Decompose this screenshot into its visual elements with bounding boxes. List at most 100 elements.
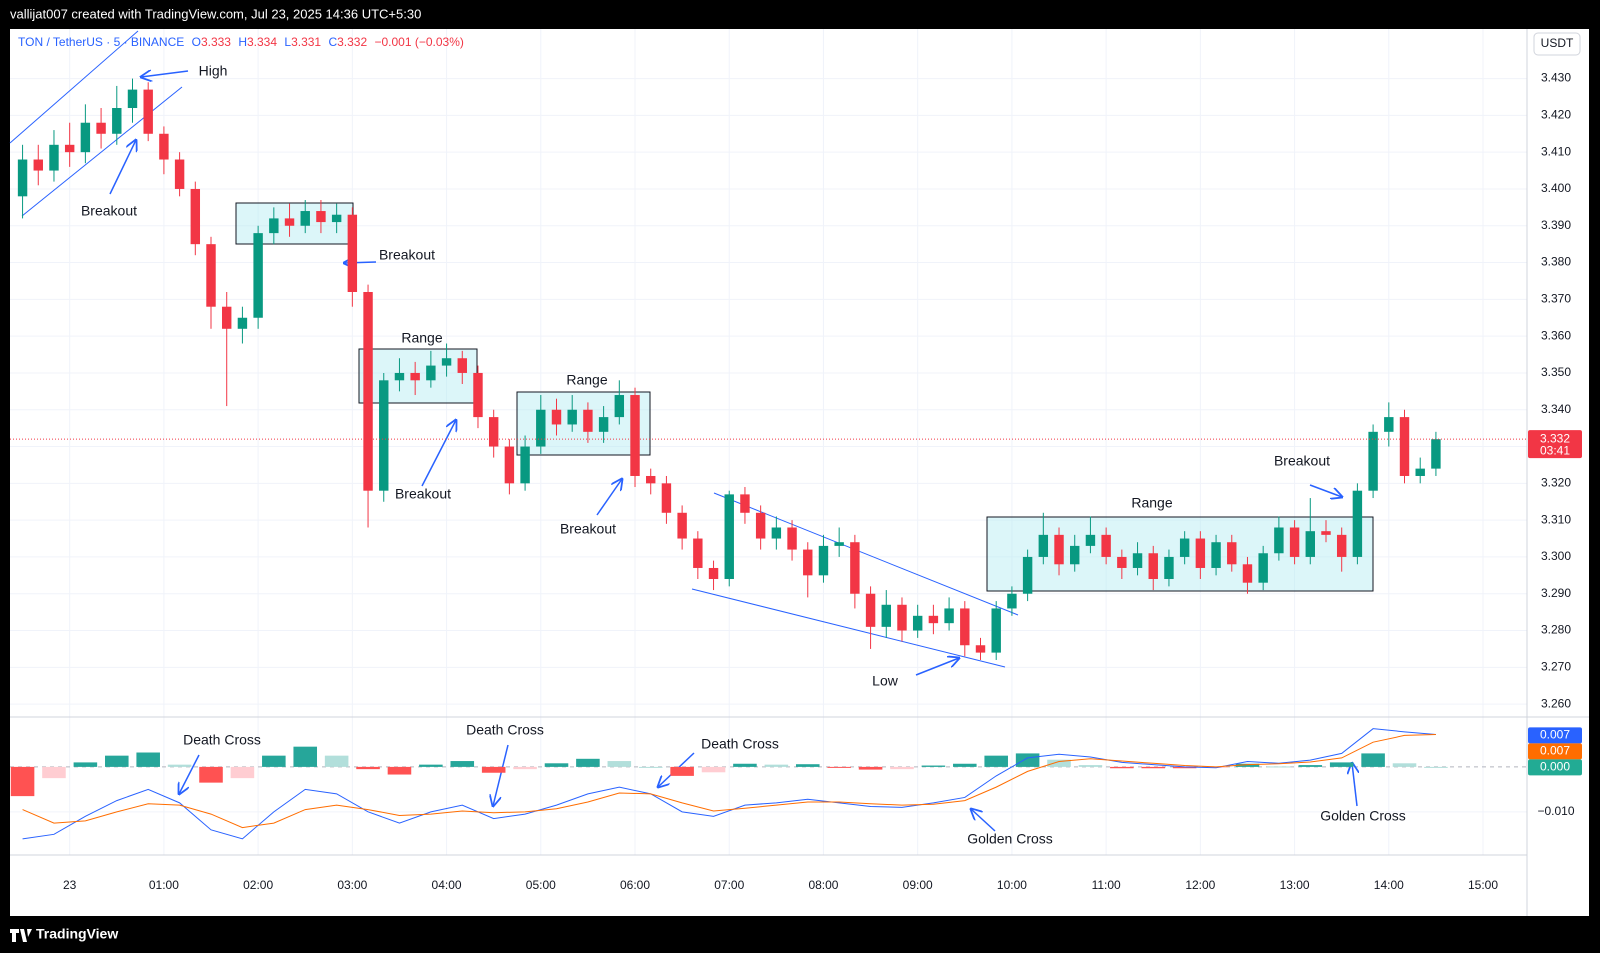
candle-body [127, 89, 138, 109]
histogram-bar [513, 766, 537, 770]
candle-body [1258, 553, 1268, 583]
y-tick-label: 3.370 [1541, 292, 1571, 306]
candle-body [960, 608, 970, 646]
y-tick-label: 3.260 [1541, 696, 1571, 710]
x-tick-label: 14:00 [1374, 878, 1404, 892]
x-tick-label: 02:00 [243, 878, 273, 892]
candle-body [394, 372, 405, 381]
candle-body [190, 188, 201, 245]
x-tick-label: 07:00 [714, 878, 744, 892]
y-tick-label: 3.320 [1541, 476, 1571, 490]
candle-body [1148, 553, 1158, 580]
histogram-bar [1141, 766, 1166, 769]
arrow [1309, 484, 1342, 497]
currency-button[interactable] [1533, 32, 1581, 56]
y-tick-label: 3.350 [1541, 365, 1571, 379]
countdown: 03:41 [1540, 443, 1570, 457]
candle-body [331, 214, 342, 223]
arrow [421, 420, 456, 487]
histogram-bar [1424, 766, 1448, 768]
arrow [915, 658, 959, 676]
x-tick-label: 03:00 [337, 878, 367, 892]
arrow [179, 754, 200, 794]
legend-label: O [192, 35, 201, 49]
x-tick-label: 13:00 [1280, 878, 1310, 892]
candle-body [222, 306, 232, 329]
histogram-bar [105, 755, 129, 767]
chart-area [10, 29, 1589, 916]
candle-body [143, 89, 153, 134]
candle-body [1211, 542, 1221, 568]
histogram-bar [576, 758, 600, 767]
candle-body [865, 593, 876, 627]
candle-body [1289, 527, 1300, 557]
candle-body [928, 615, 939, 624]
histogram-bar [1361, 753, 1385, 767]
histogram-bar [356, 766, 380, 770]
candle-body [504, 446, 515, 484]
ohlc-legend: TON / TetherUS · 5 · BINANCE O3.333 H3.3… [18, 35, 464, 49]
candle-body [1132, 553, 1143, 568]
candle-body [1321, 531, 1331, 535]
y-tick-label: 3.410 [1541, 144, 1571, 158]
histogram-bar [795, 764, 820, 767]
candle-body [1431, 439, 1441, 469]
candle-body [693, 538, 703, 568]
candle-body [457, 358, 467, 373]
histogram-bar [733, 763, 757, 767]
candle-body [740, 494, 750, 513]
candle-body [1305, 531, 1315, 557]
histogram-bar [10, 766, 35, 797]
candle-body [269, 218, 279, 234]
value-badge-text: 0.007 [1540, 728, 1570, 742]
annotation: Range [401, 330, 442, 346]
x-tick-label: 01:00 [149, 878, 179, 892]
histogram-bar [450, 761, 475, 767]
annotation: Breakout [379, 247, 435, 263]
candle-body [567, 409, 577, 425]
histogram-bar [670, 766, 694, 776]
attribution: vallijat007 created with TradingView.com… [10, 6, 421, 21]
annotation: High [199, 63, 228, 79]
arrow [1352, 763, 1357, 807]
arrow [141, 71, 189, 77]
candle-body [174, 159, 185, 189]
y-tick-label: 3.300 [1541, 549, 1571, 563]
annotation: Range [566, 372, 607, 388]
histogram-bar [1172, 766, 1197, 769]
footer-logo[interactable]: TradingView [10, 926, 118, 942]
histogram-bar [544, 763, 569, 767]
x-tick-label: 12:00 [1185, 878, 1215, 892]
histogram-bar [1047, 759, 1071, 767]
candle-body [363, 291, 373, 491]
y-tick-label: 3.380 [1541, 255, 1571, 269]
y-tick-label: 3.310 [1541, 512, 1571, 526]
histogram-bar [1298, 765, 1323, 767]
histogram-bar [293, 746, 318, 767]
signal-line [22, 734, 1436, 829]
legend-label: L [284, 35, 291, 49]
candle-body [64, 144, 75, 153]
y-tick-label: 3.430 [1541, 71, 1571, 85]
histogram-bar [1078, 765, 1103, 767]
candle-body [473, 372, 483, 418]
x-tick-label: 23 [63, 878, 77, 892]
candle-body [1336, 534, 1347, 557]
histogram-bar [199, 766, 223, 783]
x-tick-label: 04:00 [432, 878, 462, 892]
candle-body [724, 494, 734, 580]
candle-body [787, 527, 797, 550]
x-tick-label: 08:00 [808, 878, 838, 892]
candle-body [583, 409, 593, 432]
candle-body [410, 372, 420, 381]
legend-change: −0.001 (−0.03%) [374, 35, 463, 49]
histogram-bar [1392, 763, 1417, 767]
candle-body [1038, 534, 1049, 557]
candle-body [771, 527, 782, 539]
histogram-bar [701, 766, 726, 773]
candle-body [1195, 538, 1206, 568]
value-badge-text: 0.000 [1540, 760, 1570, 774]
legend-label: H [238, 35, 247, 49]
candle-body [1164, 556, 1174, 580]
